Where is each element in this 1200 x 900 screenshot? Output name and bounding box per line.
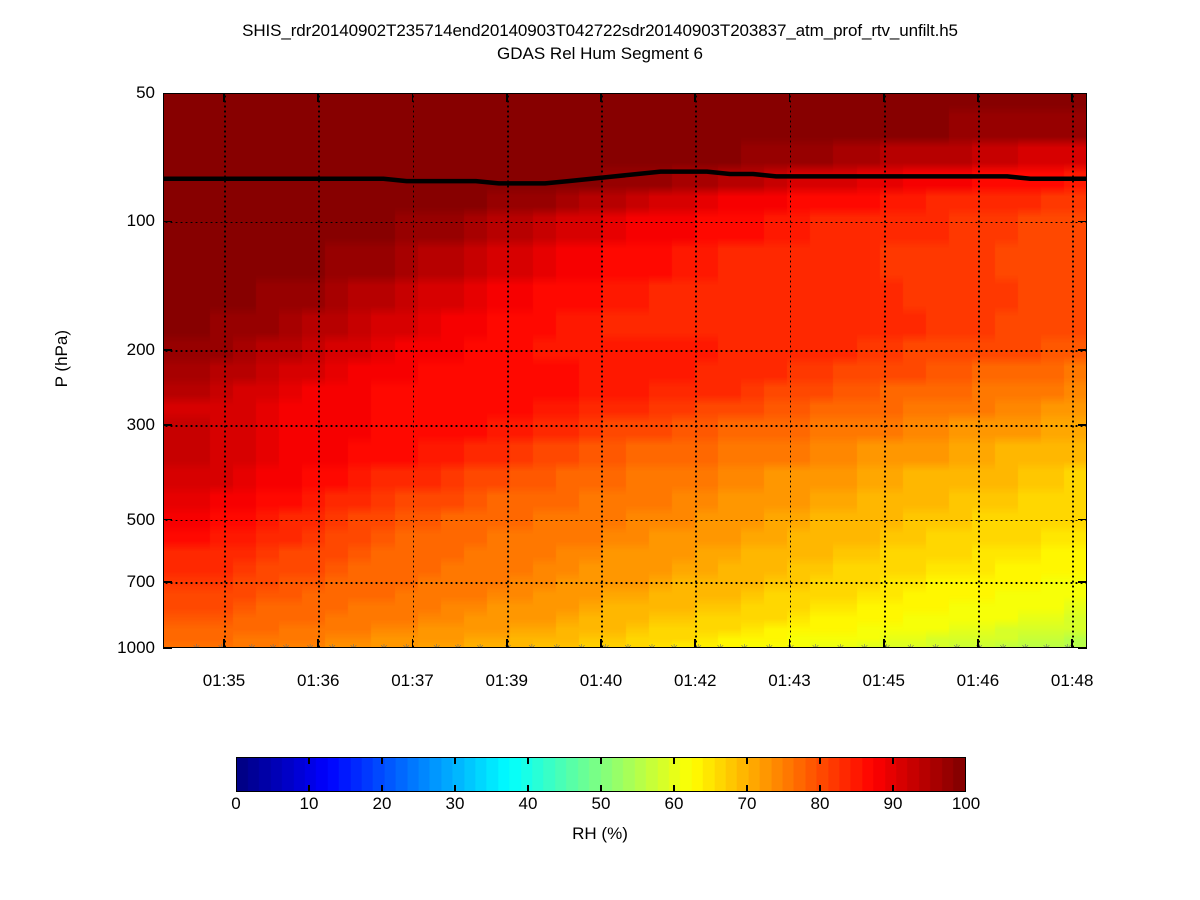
- x-tick-mark: [694, 93, 697, 102]
- x-tick-label: 01:45: [862, 671, 905, 690]
- colorbar-tick-mark: [673, 785, 675, 792]
- y-tick-mark: [163, 581, 172, 583]
- colorbar-tick-label: 0: [231, 794, 241, 813]
- colorbar-title: RH (%): [572, 824, 628, 843]
- colorbar-tick-mark: [381, 757, 383, 764]
- y-tick-label: 200: [126, 339, 155, 359]
- y-tick-mark: [163, 220, 172, 223]
- x-tick-mark: [1071, 93, 1073, 102]
- y-tick-mark: [1078, 518, 1087, 521]
- x-tick-mark: [882, 93, 885, 102]
- y-tick-label: 100: [126, 211, 155, 231]
- colorbar-tick-mark: [600, 757, 602, 764]
- colorbar-tick-label: 50: [591, 794, 611, 813]
- colorbar-tick-mark: [892, 785, 894, 792]
- x-tick-mark: [223, 639, 225, 648]
- y-tick-label: 700: [126, 571, 155, 591]
- colorbar-tick-mark: [819, 757, 821, 764]
- x-tick-mark: [882, 639, 885, 648]
- x-tick-mark: [694, 639, 697, 648]
- y-tick-mark: [1078, 647, 1087, 649]
- x-tick-label: 01:43: [768, 671, 811, 690]
- x-tick-mark: [788, 639, 791, 648]
- x-tick-mark: [317, 93, 320, 102]
- colorbar-tick-label: 100: [951, 794, 981, 813]
- y-tick-mark: [1078, 349, 1087, 351]
- colorbar-tick-label: 10: [299, 794, 319, 813]
- colorbar-tick-mark: [673, 757, 675, 764]
- y-tick-mark: [1078, 424, 1087, 426]
- x-tick-mark: [1071, 639, 1073, 648]
- colorbar-tick-label: 80: [810, 794, 830, 813]
- x-tick-label: 01:37: [391, 671, 434, 690]
- x-tick-mark: [317, 639, 320, 648]
- x-tick-label: 01:36: [296, 671, 340, 690]
- colorbar-tick-label: 70: [737, 794, 757, 813]
- colorbar-tick-mark: [308, 757, 310, 764]
- title-subtitle: GDAS Rel Hum Segment 6: [497, 44, 703, 63]
- colorbar-tick-mark: [308, 785, 310, 792]
- y-tick-label: 300: [126, 414, 155, 434]
- colorbar-tick-mark: [454, 757, 456, 764]
- x-tick-mark: [600, 93, 602, 102]
- colorbar-tick-mark: [527, 757, 529, 764]
- x-tick-mark: [600, 639, 602, 648]
- colorbar-tick-mark: [454, 785, 456, 792]
- colorbar-tick-mark: [892, 757, 894, 764]
- colorbar-tick-mark: [381, 785, 383, 792]
- y-tick-mark: [1078, 581, 1087, 583]
- x-tick-label: 01:35: [202, 671, 246, 690]
- x-tick-label: 01:46: [956, 671, 1000, 690]
- x-tick-mark: [505, 93, 508, 102]
- x-tick-mark: [977, 639, 979, 648]
- x-tick-mark: [411, 93, 414, 102]
- colorbar-tick-label: 60: [664, 794, 684, 813]
- x-tick-mark: [788, 93, 791, 102]
- y-tick-mark: [163, 647, 172, 649]
- colorbar-tick-mark: [819, 785, 821, 792]
- colorbar-tick-label: 40: [518, 794, 538, 813]
- colorbar-tick-label: 20: [372, 794, 392, 813]
- y-tick-label: 1000: [117, 638, 155, 657]
- x-tick-label: 01:39: [485, 671, 528, 690]
- colorbar-tick-mark: [600, 785, 602, 792]
- y-tick-label: 500: [126, 509, 155, 529]
- x-tick-label: 01:42: [673, 671, 717, 690]
- colorbar-tick-mark: [746, 757, 748, 764]
- x-tick-mark: [977, 93, 979, 102]
- y-axis-label: P (hPa): [52, 273, 72, 387]
- y-tick-mark: [163, 349, 172, 351]
- colorbar-tick-label: 90: [883, 794, 903, 813]
- x-tick-mark: [411, 639, 414, 648]
- y-tick-label: 50: [136, 83, 155, 102]
- heatmap-image: [164, 94, 1086, 647]
- colorbar-tick-mark: [746, 785, 748, 792]
- x-tick-mark: [223, 93, 225, 102]
- x-tick-label: 01:40: [579, 671, 623, 690]
- y-axis-label-text: P (hPa): [52, 330, 71, 388]
- x-tick-label: 01:48: [1050, 671, 1094, 690]
- y-tick-mark: [163, 518, 172, 521]
- colorbar-tick-label: 30: [445, 794, 465, 813]
- y-tick-mark: [163, 424, 172, 426]
- figure-title: SHIS_rdr20140902T235714end20140903T04272…: [0, 20, 1200, 66]
- title-filename: SHIS_rdr20140902T235714end20140903T04272…: [242, 21, 958, 40]
- x-tick-mark: [505, 639, 508, 648]
- heatmap-plot-area: ✳✳✳✳✳✳✳✳✳✳✳✳✳✳✳✳✳✳✳✳✳✳✳✳✳✳✳✳✳✳✳✳✳✳✳✳✳✳: [163, 93, 1087, 648]
- colorbar-tick-mark: [527, 785, 529, 792]
- y-tick-mark: [1078, 220, 1087, 223]
